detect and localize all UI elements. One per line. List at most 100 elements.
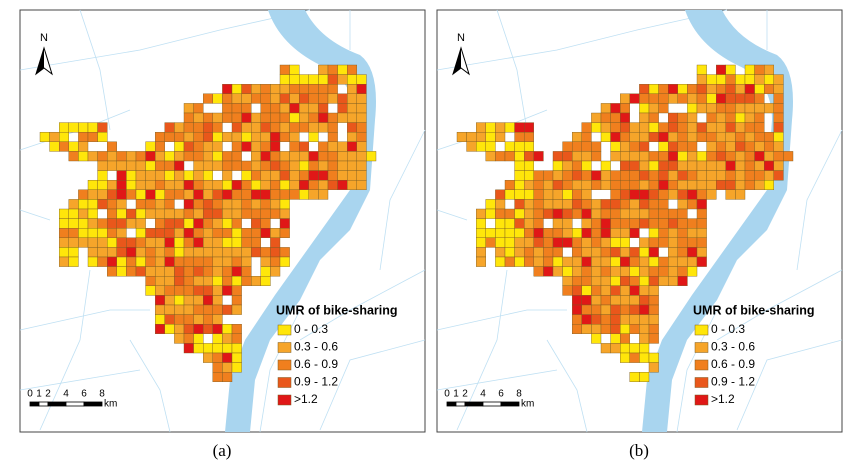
grid-cell bbox=[193, 304, 204, 315]
grid-cell bbox=[231, 256, 242, 267]
grid-cell bbox=[571, 276, 582, 287]
grid-cell bbox=[783, 151, 794, 162]
grid-cell bbox=[164, 179, 175, 190]
grid-cell bbox=[495, 189, 506, 200]
grid-cell bbox=[562, 237, 573, 248]
grid-cell bbox=[164, 314, 175, 325]
grid-cell bbox=[97, 218, 108, 229]
grid-cell bbox=[629, 352, 640, 363]
grid-cell bbox=[135, 247, 146, 258]
grid-cell bbox=[581, 131, 592, 142]
grid-cell bbox=[250, 151, 261, 162]
grid-cell bbox=[193, 237, 204, 248]
grid-cell bbox=[289, 151, 300, 162]
grid-cell bbox=[318, 112, 329, 123]
grid-cell bbox=[212, 122, 223, 133]
grid-cell bbox=[174, 324, 185, 335]
grid-cell bbox=[696, 131, 707, 142]
grid-cell bbox=[154, 304, 165, 315]
grid-cell bbox=[135, 151, 146, 162]
grid-cell bbox=[327, 74, 338, 85]
grid-cell bbox=[193, 343, 204, 354]
grid-cell bbox=[231, 122, 242, 133]
grid-cell bbox=[318, 170, 329, 181]
grid-cell bbox=[495, 131, 506, 142]
grid-cell bbox=[337, 160, 348, 171]
grid-cell bbox=[164, 324, 175, 335]
legend-label: 0.3 - 0.6 bbox=[711, 340, 755, 354]
grid-cell bbox=[677, 199, 688, 210]
grid-cell bbox=[706, 103, 717, 114]
grid-cell bbox=[619, 122, 630, 133]
grid-cell bbox=[164, 160, 175, 171]
grid-cell bbox=[619, 151, 630, 162]
grid-cell bbox=[687, 112, 698, 123]
grid-cell bbox=[687, 122, 698, 133]
grid-cell bbox=[706, 83, 717, 94]
grid-cell bbox=[523, 170, 534, 181]
grid-cell bbox=[523, 218, 534, 229]
grid-cell bbox=[735, 74, 746, 85]
grid-cell bbox=[629, 372, 640, 383]
grid-cell bbox=[639, 199, 650, 210]
grid-cell bbox=[687, 179, 698, 190]
grid-cell bbox=[193, 160, 204, 171]
grid-cell bbox=[667, 227, 678, 238]
grid-cell bbox=[716, 131, 727, 142]
grid-cell bbox=[193, 112, 204, 123]
grid-cell bbox=[145, 256, 156, 267]
grid-cell bbox=[581, 170, 592, 181]
grid-cell bbox=[241, 160, 252, 171]
grid-cell bbox=[696, 93, 707, 104]
grid-cell bbox=[591, 256, 602, 267]
grid-cell bbox=[610, 256, 621, 267]
grid-cell bbox=[59, 247, 70, 258]
grid-cell bbox=[514, 179, 525, 190]
grid-cell bbox=[222, 285, 233, 296]
grid-cell bbox=[629, 266, 640, 277]
grid-cell bbox=[154, 266, 165, 277]
grid-cell bbox=[347, 83, 358, 94]
grid-cell bbox=[202, 112, 213, 123]
grid-cell bbox=[222, 227, 233, 238]
grid-cell bbox=[250, 208, 261, 219]
grid-cell bbox=[591, 237, 602, 248]
grid-cell bbox=[581, 160, 592, 171]
grid-cell bbox=[202, 218, 213, 229]
scale-tick-label: 8 bbox=[516, 389, 522, 400]
grid-cell bbox=[347, 103, 358, 114]
grid-cell bbox=[289, 160, 300, 171]
grid-cell bbox=[571, 256, 582, 267]
grid-cell bbox=[279, 93, 290, 104]
grid-cell bbox=[658, 103, 669, 114]
grid-cell bbox=[164, 276, 175, 287]
grid-cell bbox=[78, 218, 89, 229]
grid-cell bbox=[687, 103, 698, 114]
grid-cell bbox=[202, 141, 213, 152]
grid-cell bbox=[773, 160, 784, 171]
grid-cell bbox=[629, 199, 640, 210]
legend-label: 0 - 0.3 bbox=[294, 322, 328, 336]
grid-cell bbox=[193, 141, 204, 152]
grid-cell bbox=[629, 208, 640, 219]
grid-cell bbox=[318, 122, 329, 133]
grid-cell bbox=[495, 247, 506, 258]
grid-cell bbox=[523, 179, 534, 190]
grid-cell bbox=[174, 189, 185, 200]
grid-cell bbox=[696, 208, 707, 219]
grid-cell bbox=[591, 314, 602, 325]
grid-cell bbox=[250, 160, 261, 171]
grid-cell bbox=[754, 93, 765, 104]
grid-cell bbox=[193, 314, 204, 325]
grid-cell bbox=[347, 64, 358, 75]
grid-cell bbox=[610, 237, 621, 248]
grid-cell bbox=[533, 237, 544, 248]
map-panel: N UMR of bike-sharing 0 - 0.3 0.3 - 0.6 0.6 … bbox=[19, 9, 426, 433]
grid-cell bbox=[299, 189, 310, 200]
grid-cell bbox=[231, 112, 242, 123]
grid-cell bbox=[106, 160, 117, 171]
grid-cell bbox=[202, 199, 213, 210]
grid-cell bbox=[639, 189, 650, 200]
grid-cell bbox=[725, 122, 736, 133]
grid-cell bbox=[466, 131, 477, 142]
